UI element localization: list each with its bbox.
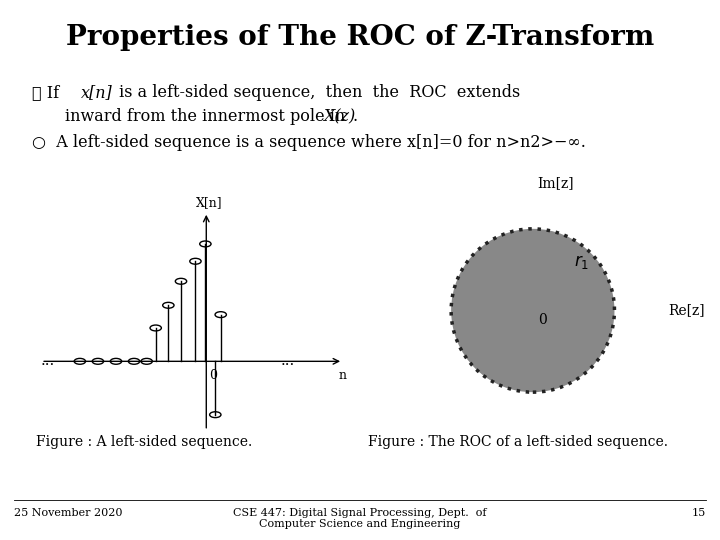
Text: ...: ... bbox=[40, 354, 55, 368]
Text: ...: ... bbox=[280, 354, 294, 368]
Text: X[n]: X[n] bbox=[196, 196, 222, 209]
Text: Figure : A left-sided sequence.: Figure : A left-sided sequence. bbox=[36, 435, 252, 449]
Text: Properties of The ROC of Z-Transform: Properties of The ROC of Z-Transform bbox=[66, 24, 654, 51]
Text: Figure : The ROC of a left-sided sequence.: Figure : The ROC of a left-sided sequenc… bbox=[369, 435, 668, 449]
Text: $r_1$: $r_1$ bbox=[574, 253, 589, 271]
Text: 0: 0 bbox=[209, 369, 217, 382]
Text: 0: 0 bbox=[538, 313, 546, 327]
Text: inward from the innermost pole in: inward from the innermost pole in bbox=[65, 108, 350, 125]
Text: CSE 447: Digital Signal Processing, Dept.  of
Computer Science and Engineering: CSE 447: Digital Signal Processing, Dept… bbox=[233, 508, 487, 529]
Text: ✓ If: ✓ If bbox=[32, 84, 65, 100]
Text: ○  A left-sided sequence is a sequence where x[n]=0 for n>n2>−∞.: ○ A left-sided sequence is a sequence wh… bbox=[32, 134, 586, 151]
Circle shape bbox=[451, 229, 614, 392]
Text: Im[z]: Im[z] bbox=[537, 176, 574, 190]
Text: Re[z]: Re[z] bbox=[668, 303, 705, 318]
Text: X(z): X(z) bbox=[323, 108, 355, 125]
Text: is a left-sided sequence,  then  the  ROC  extends: is a left-sided sequence, then the ROC e… bbox=[114, 84, 521, 100]
Text: .: . bbox=[353, 108, 358, 125]
Text: 25 November 2020: 25 November 2020 bbox=[14, 508, 123, 518]
Text: x[n]: x[n] bbox=[81, 84, 113, 100]
Text: 15: 15 bbox=[691, 508, 706, 518]
Text: n: n bbox=[339, 369, 347, 382]
